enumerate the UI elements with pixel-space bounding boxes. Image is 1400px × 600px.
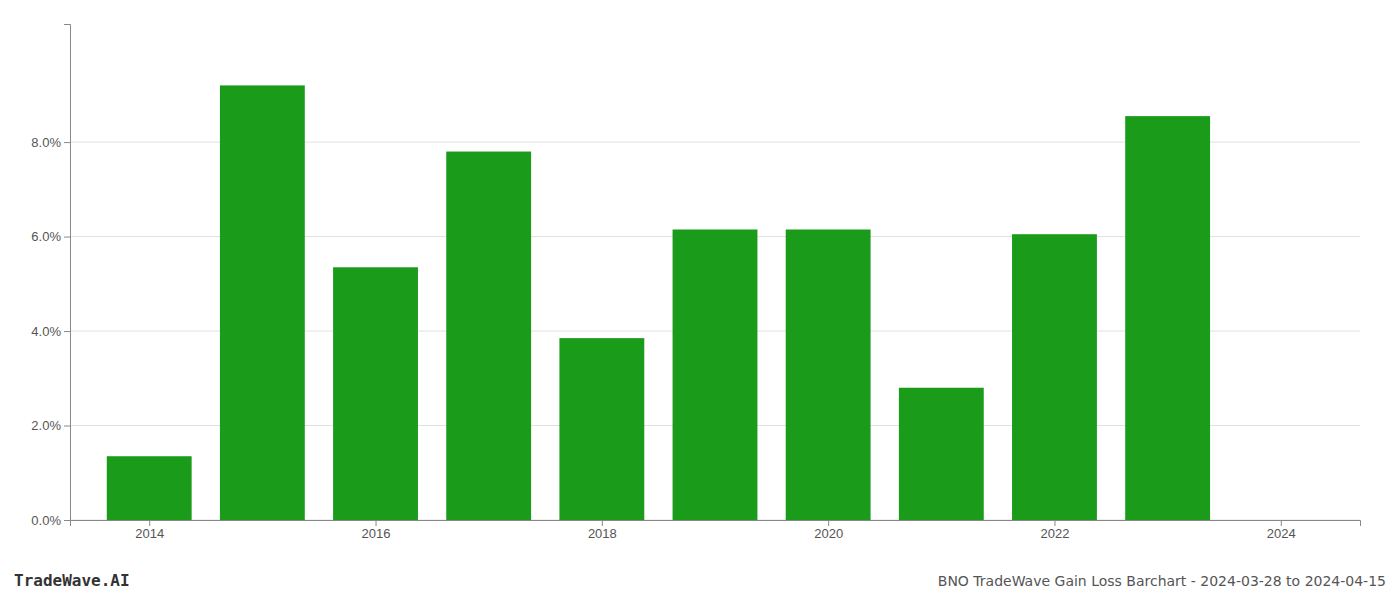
tick-label: 2.0% <box>31 418 61 433</box>
tick-label: 2020 <box>814 526 843 541</box>
tick: 2.0% <box>31 418 70 433</box>
bar <box>673 229 758 520</box>
title: BNO TradeWave Gain Loss Barchart - 2024-… <box>938 573 1386 589</box>
watermark: TradeWave.AI <box>14 571 130 590</box>
tick-label: 2018 <box>588 526 617 541</box>
tick-label: 0.0% <box>31 513 61 528</box>
tick: 2014 <box>135 520 164 541</box>
x-axis: 2014 2016 2018 2020 2022 2024 <box>71 520 1361 541</box>
tick-label: 2016 <box>362 526 391 541</box>
bar <box>333 267 418 520</box>
tick: 2024 <box>1267 520 1296 541</box>
tick-label: 6.0% <box>31 229 61 244</box>
tick-mark <box>149 520 150 526</box>
tick-mark <box>64 520 70 521</box>
tick: 2020 <box>814 520 843 541</box>
tick-mark <box>376 520 377 526</box>
tick: 2018 <box>588 520 617 541</box>
tick-label: 4.0% <box>31 324 61 339</box>
tick: 6.0% <box>31 229 70 244</box>
bar <box>786 229 871 520</box>
tick-mark <box>64 426 70 427</box>
tick-mark <box>64 237 70 238</box>
plot-area: 2014 2016 2018 2020 2022 2024 0.0% 2.0% 4.0% 6.0%… <box>31 25 1360 542</box>
bar <box>559 338 644 520</box>
tick: 0.0% <box>31 513 70 528</box>
tick-mark <box>64 142 70 143</box>
tick: 2016 <box>362 520 391 541</box>
y-axis: 0.0% 2.0% 4.0% 6.0% 8.0% <box>31 25 70 528</box>
bar <box>1125 116 1210 520</box>
bar <box>107 456 192 520</box>
tick: 4.0% <box>31 324 70 339</box>
tick: 8.0% <box>31 135 70 150</box>
tick-label: 2022 <box>1041 526 1070 541</box>
chart: 2014 2016 2018 2020 2022 2024 0.0% 2.0% 4.0% 6.0%… <box>0 0 1400 600</box>
tick-label: 2014 <box>135 526 164 541</box>
axis-line <box>64 25 71 521</box>
bars <box>107 85 1210 520</box>
tick-label: 2024 <box>1267 526 1296 541</box>
tick-mark <box>828 520 829 526</box>
bar <box>220 85 305 520</box>
tick-mark <box>602 520 603 526</box>
tick-label: 8.0% <box>31 135 61 150</box>
tick-mark <box>1281 520 1282 526</box>
tick: 2022 <box>1041 520 1070 541</box>
bar <box>899 388 984 520</box>
bar <box>446 152 531 520</box>
tick-mark <box>64 331 70 332</box>
tick-mark <box>1054 520 1055 526</box>
axis-line <box>71 521 1361 527</box>
bar <box>1012 234 1097 520</box>
